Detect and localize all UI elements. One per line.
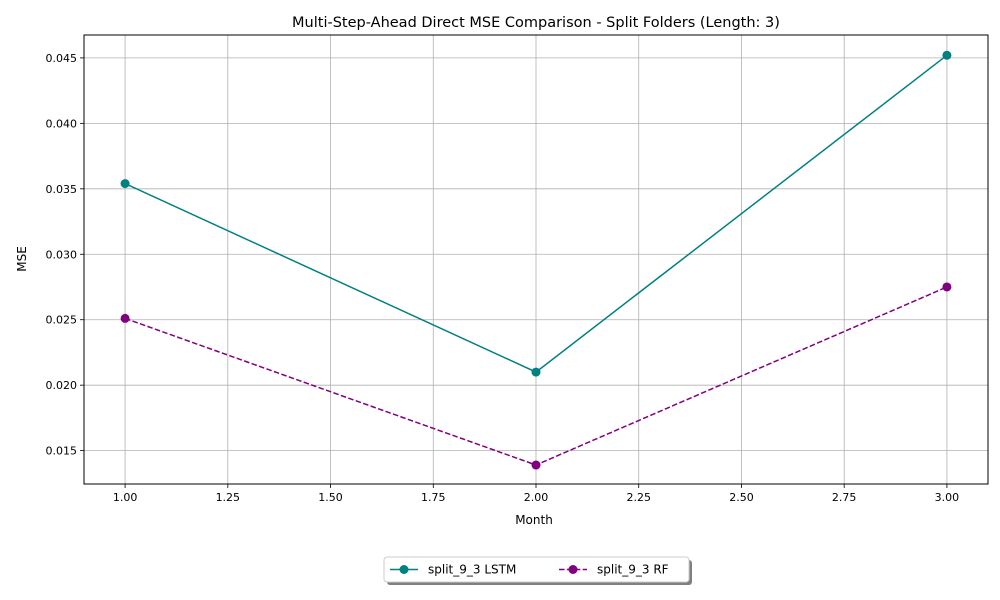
data-point-split-9-3-lstm	[120, 179, 130, 189]
x-tick-label: 1.25	[216, 491, 241, 504]
x-tick-label: 2.25	[626, 491, 651, 504]
y-tick-label: 0.035	[46, 183, 78, 196]
data-point-split-9-3-rf	[942, 282, 952, 292]
x-tick-label: 1.50	[318, 491, 343, 504]
legend-label: split_9_3 LSTM	[428, 563, 516, 577]
y-axis: 0.015 0.020 0.025 0.030 0.035 0.040 0.045	[46, 52, 84, 458]
x-tick-label: 2.00	[524, 491, 549, 504]
y-tick-label: 0.040	[46, 117, 78, 130]
y-tick-label: 0.030	[46, 248, 78, 261]
data-point-split-9-3-lstm	[531, 367, 541, 377]
data-point-split-9-3-rf	[120, 313, 130, 323]
series-layer	[120, 50, 952, 470]
x-tick-label: 3.00	[935, 491, 960, 504]
x-axis: 1.00 1.25 1.50 1.75 2.00 2.25 2.50 2.75 3.00	[113, 484, 959, 504]
chart-title: Multi-Step-Ahead Direct MSE Comparison -…	[292, 15, 780, 31]
x-tick-label: 2.50	[729, 491, 754, 504]
legend-label: split_9_3 RF	[597, 563, 669, 577]
grid	[84, 35, 988, 484]
data-point-split-9-3-rf	[531, 460, 541, 470]
legend-marker	[568, 565, 578, 574]
y-tick-label: 0.025	[46, 314, 78, 327]
data-point-split-9-3-lstm	[942, 50, 952, 60]
legend-marker	[399, 565, 409, 574]
x-axis-label: Month	[515, 513, 553, 527]
y-tick-label: 0.045	[46, 52, 78, 65]
legend: split_9_3 LSTM split_9_3 RF	[383, 556, 692, 585]
y-axis-label: MSE	[15, 246, 29, 272]
y-tick-label: 0.015	[46, 445, 78, 458]
x-tick-label: 1.00	[113, 491, 138, 504]
y-tick-label: 0.020	[46, 379, 78, 392]
legend-box	[383, 556, 690, 583]
x-tick-label: 1.75	[421, 491, 446, 504]
x-tick-label: 2.75	[832, 491, 857, 504]
